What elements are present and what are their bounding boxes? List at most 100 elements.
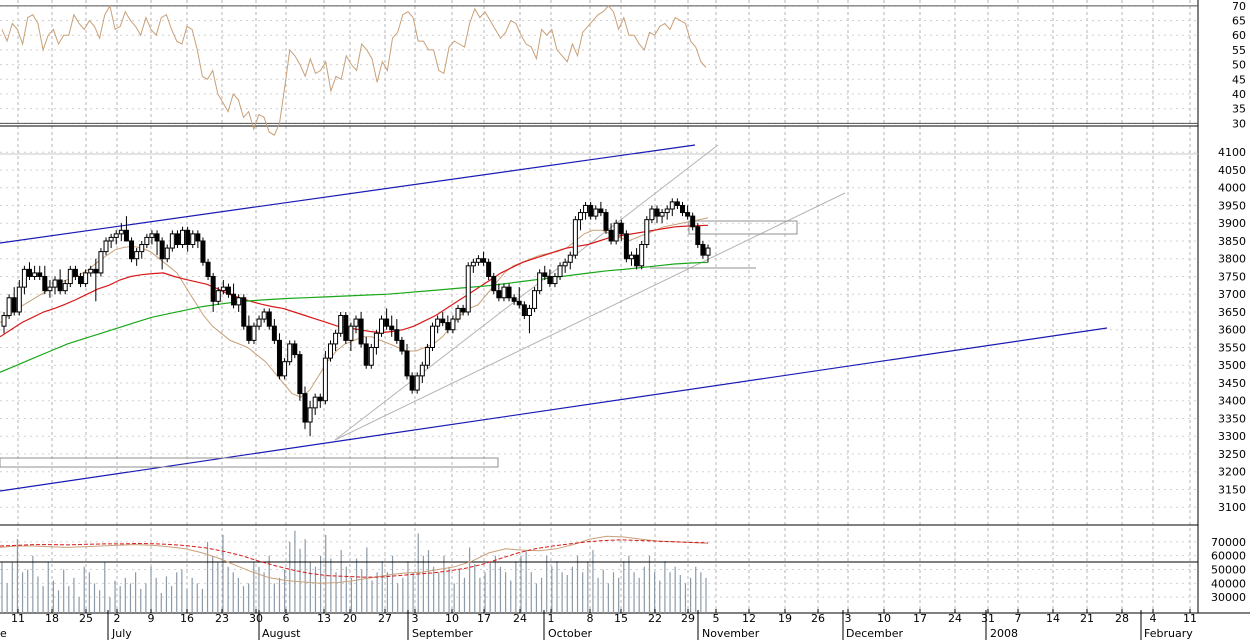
candle-up	[215, 290, 221, 302]
candle-down	[598, 208, 604, 214]
price-y-tick: 3250	[1218, 448, 1246, 461]
x-day-label: 27	[378, 612, 392, 625]
candle-up	[450, 318, 456, 331]
x-day-label: 10	[445, 612, 459, 625]
x-day-label: 30	[249, 612, 263, 625]
x-day-label: 17	[477, 612, 491, 625]
candle-up	[67, 268, 73, 285]
candle-up	[108, 236, 114, 242]
price-y-tick: 4000	[1218, 182, 1246, 195]
candle-down	[700, 244, 706, 256]
candle-down	[246, 325, 252, 341]
candle-up	[644, 219, 650, 246]
candle-up	[88, 268, 94, 274]
candle-up	[593, 208, 599, 217]
candle-down	[174, 233, 180, 246]
indicator-y-tick: 40	[1232, 88, 1246, 101]
candle-down	[266, 311, 272, 327]
candle-down	[185, 229, 191, 246]
candle-up	[664, 208, 670, 214]
candle-up	[628, 254, 634, 260]
x-day-label: 3	[412, 612, 419, 625]
x-day-label: 17	[913, 612, 927, 625]
candle-down	[317, 396, 323, 402]
candle-up	[537, 272, 543, 292]
candle-up	[572, 219, 578, 256]
candle-up	[373, 332, 379, 348]
volume-y-tick: 40000	[1211, 577, 1246, 590]
volume-average-vol-ma-long	[0, 539, 709, 578]
price-y-tick: 3700	[1218, 288, 1246, 301]
candle-up	[583, 204, 589, 214]
price-y-tick: 3100	[1218, 501, 1246, 514]
candle-down	[481, 258, 487, 263]
candle-up	[526, 307, 532, 317]
candle-up	[475, 258, 481, 263]
x-month-label: December	[846, 627, 904, 640]
x-day-label: 7	[1015, 612, 1022, 625]
candle-down	[695, 226, 701, 246]
candle-up	[312, 396, 318, 409]
candle-down	[674, 201, 680, 206]
x-day-label: 12	[742, 612, 756, 625]
price-y-tick: 4100	[1218, 146, 1246, 159]
candle-up	[261, 311, 267, 320]
x-day-label: 26	[811, 612, 825, 625]
candle-up	[1, 315, 7, 327]
x-day-label: 23	[215, 612, 229, 625]
price-y-tick: 3400	[1218, 395, 1246, 408]
indicator-oscillator-line	[1, 4, 707, 136]
candle-up	[669, 201, 675, 210]
candle-up	[134, 251, 140, 260]
x-day-label: 6	[283, 612, 290, 625]
candle-up	[32, 272, 38, 277]
candle-down	[440, 318, 446, 324]
x-day-label: 4	[1150, 612, 1157, 625]
volume-y-tick: 30000	[1211, 591, 1246, 604]
price-y-tick: 3450	[1218, 377, 1246, 390]
x-month-label: July	[111, 627, 132, 640]
candle-up	[379, 318, 385, 334]
indicator-y-tick: 65	[1232, 15, 1246, 28]
indicator-y-tick: 50	[1232, 59, 1246, 72]
indicator-y-tick: 55	[1232, 44, 1246, 57]
candle-down	[542, 272, 548, 277]
x-day-label: 11	[11, 612, 25, 625]
candle-down	[200, 240, 206, 263]
candle-up	[613, 222, 619, 242]
candle-down	[685, 212, 691, 217]
candle-down	[623, 233, 629, 260]
candle-down	[511, 297, 517, 302]
candle-down	[302, 393, 308, 423]
candle-up	[307, 407, 313, 423]
candle-up	[552, 275, 558, 285]
candle-down	[78, 275, 84, 285]
candle-up	[414, 375, 420, 391]
moving-average-ma-short	[0, 217, 709, 398]
candle-down	[276, 339, 282, 377]
candle-down	[231, 293, 237, 306]
candle-up	[470, 261, 476, 267]
candle-up	[144, 236, 150, 246]
candle-down	[37, 272, 43, 277]
x-day-label: 16	[180, 612, 194, 625]
candle-up	[164, 247, 170, 260]
candle-down	[547, 275, 553, 285]
price-y-tick: 3300	[1218, 430, 1246, 443]
x-day-label: 14	[1046, 612, 1060, 625]
x-month-label: 2008	[990, 627, 1018, 640]
candle-up	[52, 279, 58, 288]
candle-down	[618, 222, 624, 235]
candle-down	[588, 204, 594, 217]
volume-y-tick: 60000	[1211, 550, 1246, 563]
volume-y-tick: 70000	[1211, 536, 1246, 549]
indicator-y-tick: 30	[1232, 117, 1246, 130]
price-y-tick: 3500	[1218, 359, 1246, 372]
moving-average-ma-mid	[0, 224, 709, 338]
candle-up	[139, 244, 145, 253]
grid	[0, 0, 1198, 613]
x-day-label: 19	[778, 612, 792, 625]
candle-up	[327, 343, 333, 359]
candle-up	[220, 286, 226, 292]
